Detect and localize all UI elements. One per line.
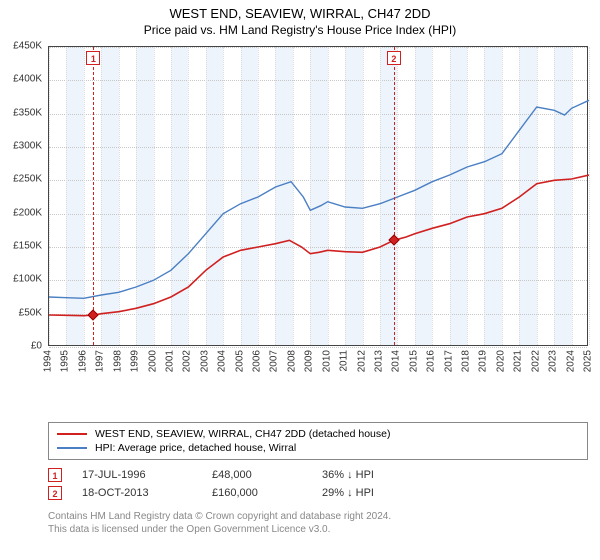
x-axis-label: 1999 bbox=[130, 350, 141, 372]
x-axis-label: 1995 bbox=[60, 350, 71, 372]
x-axis-label: 2001 bbox=[164, 350, 175, 372]
x-axis-label: 2004 bbox=[217, 350, 228, 372]
chart-title: WEST END, SEAVIEW, WIRRAL, CH47 2DD bbox=[0, 0, 600, 21]
credits-line2: This data is licensed under the Open Gov… bbox=[48, 523, 588, 536]
chart-subtitle: Price paid vs. HM Land Registry's House … bbox=[0, 21, 600, 41]
y-axis-label: £400K bbox=[13, 74, 42, 85]
x-axis-label: 2019 bbox=[478, 350, 489, 372]
legend-row: WEST END, SEAVIEW, WIRRAL, CH47 2DD (det… bbox=[57, 427, 579, 441]
marker-badge: 2 bbox=[387, 51, 401, 65]
x-axis-label: 2010 bbox=[321, 350, 332, 372]
marker-badge: 1 bbox=[86, 51, 100, 65]
event-price: £48,000 bbox=[212, 469, 302, 481]
event-vs-hpi: 29% ↓ HPI bbox=[322, 487, 422, 499]
event-row: 1 17-JUL-1996 £48,000 36% ↓ HPI bbox=[48, 466, 588, 484]
event-date: 18-OCT-2013 bbox=[82, 487, 192, 499]
y-axis-label: £150K bbox=[13, 241, 42, 252]
event-vs-hpi: 36% ↓ HPI bbox=[322, 469, 422, 481]
legend-row: HPI: Average price, detached house, Wirr… bbox=[57, 441, 579, 455]
x-axis-label: 2005 bbox=[234, 350, 245, 372]
legend-swatch bbox=[57, 433, 87, 435]
y-axis-label: £0 bbox=[31, 341, 42, 352]
x-axis-label: 2013 bbox=[373, 350, 384, 372]
y-axis-label: £300K bbox=[13, 141, 42, 152]
y-axis-label: £50K bbox=[19, 307, 42, 318]
x-axis-label: 2007 bbox=[269, 350, 280, 372]
x-axis-label: 2016 bbox=[426, 350, 437, 372]
series-price_paid bbox=[49, 175, 589, 316]
x-axis-label: 1996 bbox=[77, 350, 88, 372]
x-axis-label: 2015 bbox=[408, 350, 419, 372]
x-axis-label: 2017 bbox=[443, 350, 454, 372]
events-table: 1 17-JUL-1996 £48,000 36% ↓ HPI 2 18-OCT… bbox=[48, 466, 588, 502]
gridline-v bbox=[589, 47, 590, 345]
y-axis-label: £250K bbox=[13, 174, 42, 185]
x-axis-label: 2003 bbox=[199, 350, 210, 372]
x-axis-label: 2020 bbox=[495, 350, 506, 372]
x-axis-label: 2014 bbox=[391, 350, 402, 372]
chart-container: WEST END, SEAVIEW, WIRRAL, CH47 2DD Pric… bbox=[0, 0, 600, 560]
plot-area: 12 bbox=[48, 46, 588, 346]
x-axis-label: 1994 bbox=[43, 350, 54, 372]
x-axis-label: 2008 bbox=[286, 350, 297, 372]
event-row: 2 18-OCT-2013 £160,000 29% ↓ HPI bbox=[48, 484, 588, 502]
event-price: £160,000 bbox=[212, 487, 302, 499]
credits-line1: Contains HM Land Registry data © Crown c… bbox=[48, 510, 588, 523]
legend-label: WEST END, SEAVIEW, WIRRAL, CH47 2DD (det… bbox=[95, 428, 390, 440]
legend: WEST END, SEAVIEW, WIRRAL, CH47 2DD (det… bbox=[48, 422, 588, 460]
chart-area: 12 £0£50K£100K£150K£200K£250K£300K£350K£… bbox=[48, 46, 588, 384]
credits: Contains HM Land Registry data © Crown c… bbox=[48, 510, 588, 536]
marker-line bbox=[394, 47, 395, 345]
gridline-h bbox=[49, 347, 587, 348]
event-date: 17-JUL-1996 bbox=[82, 469, 192, 481]
x-axis-label: 2018 bbox=[461, 350, 472, 372]
x-axis-label: 2021 bbox=[513, 350, 524, 372]
legend-swatch bbox=[57, 447, 87, 449]
x-axis-label: 2009 bbox=[304, 350, 315, 372]
y-axis-label: £450K bbox=[13, 41, 42, 52]
series-svg bbox=[49, 47, 589, 347]
event-badge: 1 bbox=[48, 468, 62, 482]
x-axis-label: 2022 bbox=[530, 350, 541, 372]
x-axis-label: 2023 bbox=[548, 350, 559, 372]
y-axis-label: £200K bbox=[13, 207, 42, 218]
x-axis-label: 1997 bbox=[95, 350, 106, 372]
series-hpi bbox=[49, 100, 589, 298]
y-axis-label: £350K bbox=[13, 107, 42, 118]
x-axis-label: 2012 bbox=[356, 350, 367, 372]
marker-line bbox=[93, 47, 94, 345]
x-axis-label: 2000 bbox=[147, 350, 158, 372]
x-axis-label: 2024 bbox=[565, 350, 576, 372]
x-axis-label: 2025 bbox=[583, 350, 594, 372]
event-badge: 2 bbox=[48, 486, 62, 500]
x-axis-label: 2006 bbox=[252, 350, 263, 372]
x-axis-label: 1998 bbox=[112, 350, 123, 372]
x-axis-label: 2011 bbox=[339, 350, 350, 372]
legend-label: HPI: Average price, detached house, Wirr… bbox=[95, 442, 296, 454]
x-axis-label: 2002 bbox=[182, 350, 193, 372]
y-axis-label: £100K bbox=[13, 274, 42, 285]
